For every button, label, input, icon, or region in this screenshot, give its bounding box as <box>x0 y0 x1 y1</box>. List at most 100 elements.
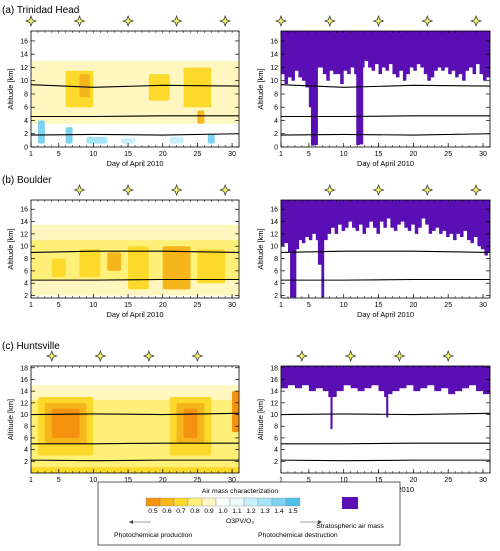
heatmap-patch <box>121 138 135 144</box>
y-axis-label: Altitude [km] <box>6 399 15 440</box>
star-marker-icon <box>45 349 58 363</box>
legend-bin-label: 1.3 <box>260 508 270 515</box>
heatmap-patch <box>79 249 101 278</box>
x-tick-label: 20 <box>409 302 417 309</box>
y-tick-label: 12 <box>270 231 278 238</box>
plot-area <box>281 31 490 146</box>
legend-bin-swatch <box>145 497 161 507</box>
star-marker-icon <box>142 349 155 363</box>
y-tick-label: 16 <box>20 38 28 45</box>
heatmap-patch <box>183 408 198 438</box>
x-axis-label: Day of April 2010 <box>106 159 163 168</box>
x-tick-label: 1 <box>279 302 283 309</box>
heatmap-patch <box>86 137 108 144</box>
star-marker-icon <box>122 183 135 197</box>
legend: Air mass characterization 0.5 0.6 0.7 0.8 0.… <box>97 481 401 546</box>
star-marker-icon <box>393 349 406 363</box>
x-tick-label: 30 <box>479 477 487 484</box>
x-tick-label: 1 <box>29 477 33 484</box>
star-marker-icon <box>73 14 86 28</box>
x-tick-label: 15 <box>375 151 383 158</box>
y-tick-label: 6 <box>274 435 278 442</box>
star-marker-icon <box>344 349 357 363</box>
x-tick-label: 5 <box>307 302 311 309</box>
y-tick-label: 2 <box>274 131 278 138</box>
y-tick-label: 6 <box>24 105 28 112</box>
heatmap-patch <box>183 67 212 108</box>
star-marker-icon <box>323 14 336 28</box>
panel-title-boulder: (b) Boulder <box>2 175 52 186</box>
y-tick-label: 12 <box>270 65 278 72</box>
y-tick-label: 16 <box>270 377 278 384</box>
x-tick-label: 25 <box>194 302 202 309</box>
star-marker-icon <box>372 183 385 197</box>
y-tick-label: 6 <box>274 268 278 275</box>
y-axis-label: Altitude [km] <box>256 399 265 440</box>
legend-bin-label: 0.9 <box>204 508 214 515</box>
x-tick-label: 30 <box>228 477 236 484</box>
y-axis-label: Altitude [km] <box>256 68 265 109</box>
x-tick-label: 20 <box>159 477 167 484</box>
legend-bin-swatch <box>173 497 189 507</box>
legend-bin-label: 0.7 <box>176 508 186 515</box>
x-tick-label: 30 <box>228 151 236 158</box>
x-tick-label: 25 <box>194 151 202 158</box>
legend-bin-swatch <box>187 497 203 507</box>
y-tick-label: 12 <box>270 400 278 407</box>
legend-bin-swatch <box>215 497 231 507</box>
y-tick-label: 6 <box>274 105 278 112</box>
legend-bin-label: 0.8 <box>190 508 200 515</box>
star-marker-icon <box>219 183 232 197</box>
reference-line <box>281 115 490 118</box>
y-tick-label: 8 <box>274 91 278 98</box>
y-tick-label: 4 <box>24 118 28 125</box>
x-tick-label: 10 <box>340 151 348 158</box>
stratospheric-air-mass-area <box>281 31 490 146</box>
x-tick-label: 20 <box>409 477 417 484</box>
star-marker-icon <box>122 14 135 28</box>
heatmap-patch <box>232 391 239 433</box>
x-tick-label: 25 <box>194 477 202 484</box>
plot-area <box>31 60 239 144</box>
reference-line <box>31 115 239 118</box>
y-tick-label: 2 <box>274 459 278 466</box>
heatmap-patch <box>197 110 205 124</box>
y-tick-label: 8 <box>274 424 278 431</box>
x-tick-label: 5 <box>307 477 311 484</box>
x-tick-label: 1 <box>29 302 33 309</box>
x-tick-label: 30 <box>479 151 487 158</box>
panel-title-trinidad: (a) Trinidad Head <box>2 5 79 16</box>
y-axis-label: Altitude [km] <box>256 228 265 269</box>
reference-line <box>31 459 239 462</box>
heatmap-patch <box>31 467 239 473</box>
y-tick-label: 4 <box>24 447 28 454</box>
reference-line <box>281 84 490 88</box>
huntsville-stratospheric-panel: 15101520253024681012141618Day of April 2… <box>256 349 491 494</box>
heatmap-patch <box>207 133 215 144</box>
x-tick-label: 10 <box>90 477 98 484</box>
x-tick-label: 15 <box>124 302 132 309</box>
huntsville-ozone-ratio-panel: 15101520253024681012141618Day of April 2… <box>6 349 240 494</box>
heatmap-patch <box>128 246 149 290</box>
legend-bin-swatch <box>201 497 217 507</box>
legend-bin-swatch <box>285 497 301 507</box>
x-tick-label: 20 <box>409 151 417 158</box>
x-tick-label: 5 <box>57 302 61 309</box>
reference-line <box>31 412 239 416</box>
y-tick-label: 4 <box>274 447 278 454</box>
reference-line <box>31 250 239 253</box>
legend-box <box>97 481 401 546</box>
star-marker-icon <box>470 183 483 197</box>
x-tick-label: 5 <box>307 151 311 158</box>
x-tick-label: 10 <box>340 302 348 309</box>
legend-bin-swatch <box>271 497 287 507</box>
y-tick-label: 2 <box>24 131 28 138</box>
legend-title: Air mass characterization <box>202 488 279 495</box>
heatmap-patch <box>51 258 66 278</box>
x-tick-label: 25 <box>444 151 452 158</box>
y-tick-label: 2 <box>24 459 28 466</box>
